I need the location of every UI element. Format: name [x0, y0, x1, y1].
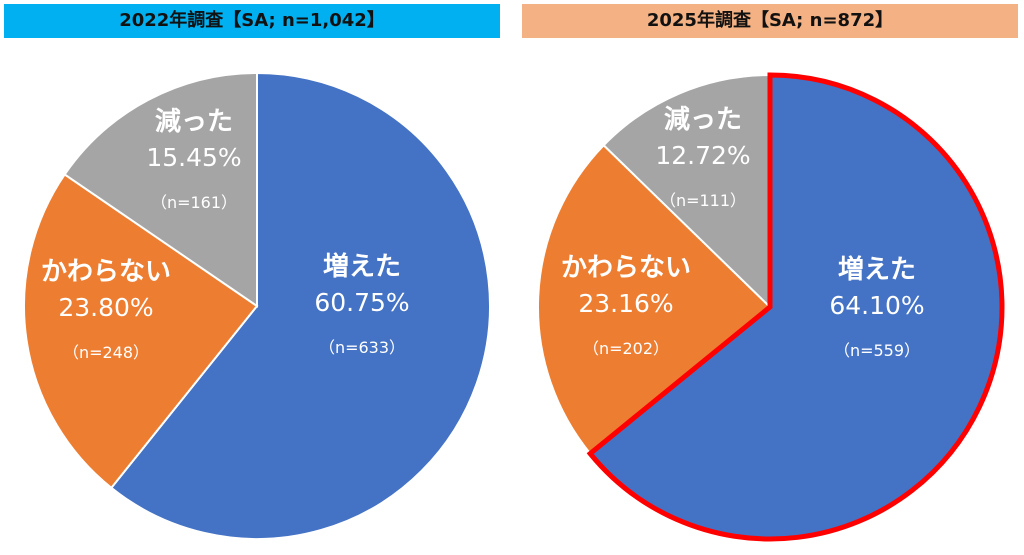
slice-label-pct-increased-2022: 60.75% [314, 288, 409, 317]
slice-label-name-unchanged-2022: かわらない [41, 257, 171, 287]
slice-label-n-decreased-2025: （n=111） [660, 191, 746, 210]
slice-label-name-increased-2022: 増えた [323, 252, 401, 282]
slice-label-name-decreased-2025: 減った [664, 105, 742, 135]
pie-slice-highlight-2025 [586, 72, 1005, 542]
slice-label-n-increased-2025: （n=559） [834, 341, 920, 360]
slice-label-pct-decreased-2022: 15.45% [146, 143, 241, 172]
chart-title-2025: 2025年調査【SA; n=872】 [522, 4, 1018, 38]
pie-chart-2022: 増えた 60.75% （n=633） かわらない 23.80% （n=248） 減った 15.… [23, 71, 491, 540]
slice-label-pct-increased-2025: 64.10% [829, 291, 924, 320]
pie-slice-unchanged-2022 [23, 173, 259, 490]
slice-label-name-unchanged-2025: かわらない [561, 253, 691, 283]
pie-slice-decreased-2022 [63, 71, 258, 308]
slice-label-name-increased-2025: 増えた [838, 255, 916, 285]
pie-slice-increased-2022 [109, 71, 491, 540]
slice-label-pct-decreased-2025: 12.72% [655, 141, 750, 170]
pie-slice-unchanged-2025 [537, 143, 772, 456]
pie-slice-decreased-2025 [602, 73, 771, 310]
pie-chart-2025: 増えた 64.10% （n=559） かわらない 23.16% （n=202） 減った 12.… [537, 72, 1005, 542]
slice-label-name-decreased-2022: 減った [155, 107, 233, 137]
slice-label-n-unchanged-2022: （n=248） [63, 343, 149, 362]
slice-label-pct-unchanged-2025: 23.16% [578, 289, 673, 318]
slice-label-n-increased-2022: （n=633） [319, 338, 405, 357]
chart-title-2022: 2022年調査【SA; n=1,042】 [4, 4, 500, 38]
slice-label-pct-unchanged-2022: 23.80% [58, 293, 153, 322]
slice-label-n-unchanged-2025: （n=202） [583, 339, 669, 358]
slice-label-n-decreased-2022: （n=161） [151, 193, 237, 212]
